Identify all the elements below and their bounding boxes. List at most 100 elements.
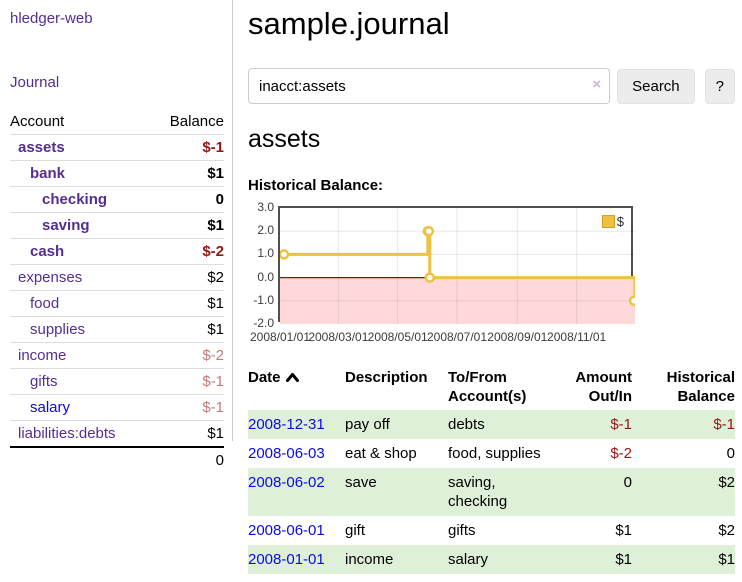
- chart-plot-area: $: [278, 206, 635, 324]
- legend-swatch-icon: [601, 215, 615, 228]
- transaction-row: 2008-12-31 pay off debts $-1 $-1: [248, 410, 735, 439]
- transaction-date-link[interactable]: 2008-12-31: [248, 416, 325, 433]
- transaction-description: eat & shop: [345, 445, 417, 462]
- transaction-balance: $2: [718, 474, 735, 491]
- chart-title: Historical Balance:: [248, 177, 384, 194]
- account-balance: $-1: [151, 134, 224, 161]
- register-header-historical-balance: Historical Balance: [666, 369, 735, 405]
- accounts-table: Account Balance assets $-1 bank $1 checking 0…: [10, 109, 224, 473]
- transaction-amount: $1: [615, 522, 632, 539]
- y-axis-tick: -1.0: [253, 292, 274, 307]
- account-row: expenses $2: [10, 264, 224, 291]
- account-link-food[interactable]: food: [30, 295, 60, 312]
- register-header-amount-out-in: Amount Out/In: [575, 369, 632, 405]
- account-link-liabilities-debts[interactable]: liabilities:debts: [18, 425, 116, 442]
- account-row: gifts $-1: [10, 368, 224, 395]
- account-balance: $1: [151, 212, 224, 239]
- account-balance: $2: [151, 264, 224, 291]
- transaction-accounts: debts: [448, 416, 485, 433]
- y-axis-tick: 2.0: [257, 223, 274, 238]
- main-content: sample.journal × Search ? assets Histori…: [248, 0, 735, 574]
- account-link-expenses[interactable]: expenses: [18, 269, 83, 286]
- help-button[interactable]: ?: [704, 68, 735, 104]
- transaction-accounts: salary: [448, 551, 489, 568]
- account-row: salary $-1: [10, 394, 224, 421]
- search-button[interactable]: Search: [617, 68, 695, 104]
- chart-canvas: [280, 208, 635, 324]
- account-row: liabilities:debts $1: [10, 420, 224, 447]
- account-balance: 0: [151, 186, 224, 213]
- transaction-row: 2008-01-01 income salary $1 $1: [248, 545, 735, 574]
- transaction-date-link[interactable]: 2008-06-01: [248, 522, 325, 539]
- register-header-date[interactable]: Date: [248, 364, 345, 410]
- accounts-header-account: Account: [10, 113, 65, 130]
- account-link-assets[interactable]: assets: [18, 139, 65, 156]
- register-table: Date Description To/From Account(s) Amount …: [248, 364, 735, 574]
- account-row: food $1: [10, 290, 224, 317]
- y-axis-tick: -2.0: [253, 316, 274, 330]
- x-axis-tick: 2008/11/01: [547, 330, 607, 344]
- sidebar: hledger-web Journal Account Balance asse…: [0, 0, 233, 473]
- account-link-bank[interactable]: bank: [30, 165, 66, 182]
- x-axis-tick: 2008/05/01: [367, 330, 428, 344]
- account-row: saving $1: [10, 212, 224, 239]
- account-link-income[interactable]: income: [18, 347, 67, 364]
- transaction-date-link[interactable]: 2008-01-01: [248, 551, 325, 568]
- transaction-accounts: food, supplies: [448, 445, 541, 462]
- y-axis-tick: 1.0: [257, 246, 274, 261]
- page-title: sample.journal: [248, 6, 450, 41]
- transaction-description: income: [345, 551, 394, 568]
- account-link-cash[interactable]: cash: [30, 243, 65, 260]
- transaction-accounts: gifts: [448, 522, 476, 539]
- y-axis-tick: 3.0: [257, 200, 274, 214]
- transaction-row: 2008-06-02 save saving, checking 0 $2: [248, 468, 735, 516]
- account-link-supplies[interactable]: supplies: [30, 321, 86, 338]
- transaction-balance: $2: [718, 522, 735, 539]
- transaction-amount: 0: [623, 474, 632, 491]
- account-link-checking[interactable]: checking: [42, 191, 108, 208]
- transaction-date-link[interactable]: 2008-06-03: [248, 445, 325, 462]
- transaction-date-link[interactable]: 2008-06-02: [248, 474, 325, 491]
- transaction-row: 2008-06-03 eat & shop food, supplies $-2 0: [248, 439, 735, 468]
- account-balance: $1: [151, 316, 224, 343]
- transaction-description: gift: [345, 522, 366, 539]
- transaction-description: save: [345, 474, 377, 491]
- transaction-row: 2008-06-01 gift gifts $1 $2: [248, 516, 735, 545]
- x-axis-tick: 2008/09/01: [487, 330, 548, 344]
- account-balance: $-1: [151, 394, 224, 421]
- account-balance: $-2: [151, 342, 224, 369]
- account-row: assets $-1: [10, 134, 224, 161]
- historical-balance-chart: $ 3.0 2.0 1.0 0.0 -1.0 -2.0 2008/01/01 2008/03/…: [248, 200, 735, 348]
- transaction-description: pay off: [345, 416, 390, 433]
- account-balance: $1: [151, 160, 224, 187]
- chart-legend: $: [601, 214, 624, 229]
- legend-label: $: [616, 214, 624, 229]
- account-balance: $-2: [151, 238, 224, 265]
- accounts-total-row: 0: [10, 446, 224, 473]
- transaction-amount: $-2: [610, 445, 632, 462]
- register-header-description: Description: [345, 369, 428, 386]
- account-row: checking 0: [10, 186, 224, 213]
- x-axis-tick: 2008/07/01: [426, 330, 488, 344]
- journal-link[interactable]: Journal: [10, 74, 60, 91]
- account-row: supplies $1: [10, 316, 224, 343]
- x-axis-tick: 2008/01/01: [249, 330, 311, 344]
- account-balance: $1: [151, 420, 224, 447]
- search-input[interactable]: [248, 68, 611, 104]
- y-axis-tick: 0.0: [257, 269, 274, 284]
- account-row: bank $1: [10, 160, 224, 187]
- account-link-salary[interactable]: salary: [30, 399, 71, 416]
- app-title-link[interactable]: hledger-web: [10, 10, 93, 27]
- account-link-saving[interactable]: saving: [42, 217, 90, 234]
- transaction-accounts: saving, checking: [448, 474, 508, 510]
- clear-search-icon[interactable]: ×: [592, 76, 602, 93]
- transaction-balance: $1: [718, 551, 735, 568]
- account-heading: assets: [248, 125, 321, 153]
- register-header-to-from-account-s-: To/From Account(s): [448, 369, 527, 405]
- account-link-gifts[interactable]: gifts: [30, 373, 58, 390]
- x-axis-tick: 2008/03/01: [308, 330, 369, 344]
- search-bar: × Search ?: [248, 68, 735, 104]
- account-row: cash $-2: [10, 238, 224, 265]
- transaction-amount: $1: [615, 551, 632, 568]
- accounts-header-balance: Balance: [169, 113, 224, 130]
